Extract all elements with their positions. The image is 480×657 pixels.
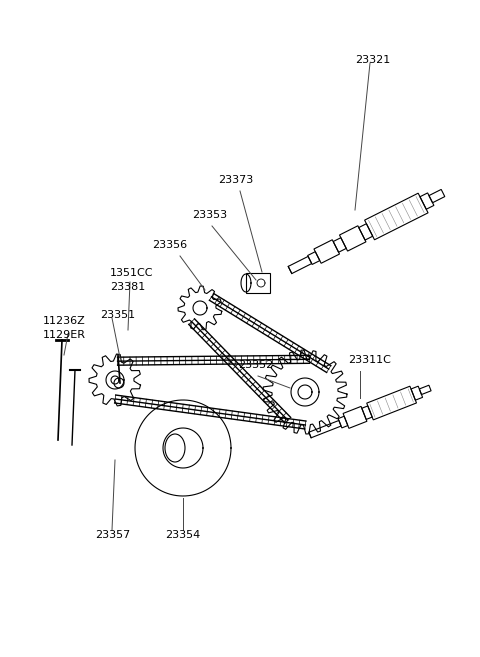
Text: 23321: 23321 bbox=[355, 55, 390, 65]
Text: 23354: 23354 bbox=[165, 530, 200, 540]
Text: 23381: 23381 bbox=[110, 282, 145, 292]
Text: 1129ER: 1129ER bbox=[43, 330, 86, 340]
Text: 23311C: 23311C bbox=[348, 355, 391, 365]
Text: 23373: 23373 bbox=[218, 175, 253, 185]
Text: 23353: 23353 bbox=[192, 210, 227, 220]
Text: 1351CC: 1351CC bbox=[110, 268, 154, 278]
Text: 23357: 23357 bbox=[95, 530, 130, 540]
Bar bbox=[246, 273, 270, 293]
Text: 23352: 23352 bbox=[238, 360, 273, 370]
Text: 23351: 23351 bbox=[100, 310, 135, 320]
Text: 11236Z: 11236Z bbox=[43, 316, 86, 326]
Text: 23356: 23356 bbox=[152, 240, 187, 250]
